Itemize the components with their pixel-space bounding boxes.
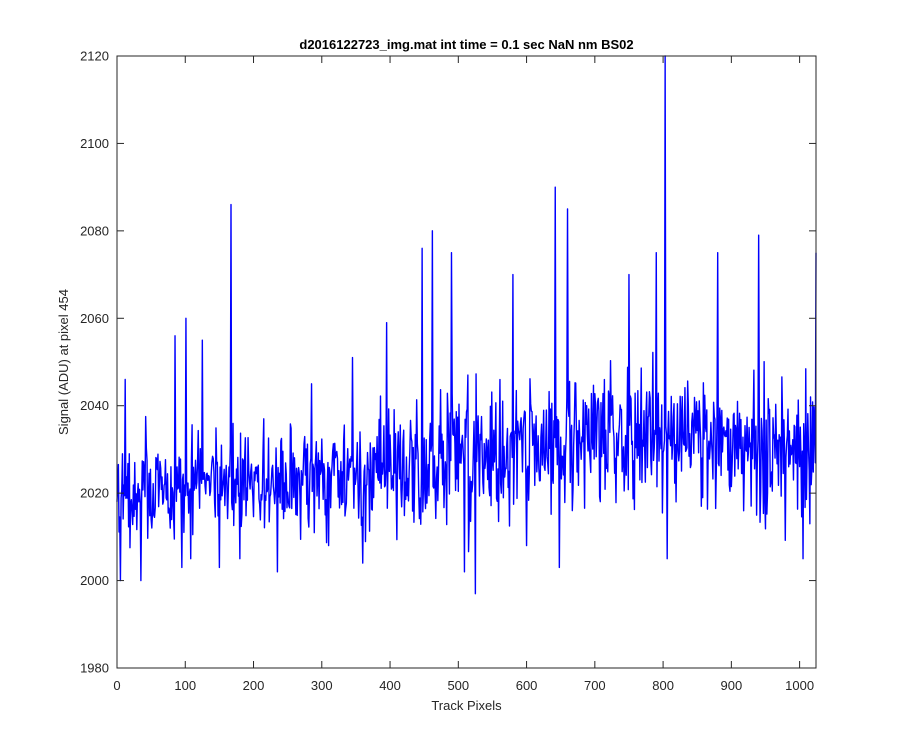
plot-frame — [116, 55, 817, 669]
y-tick-label: 2020 — [80, 486, 109, 501]
x-tick-label: 200 — [243, 678, 265, 693]
y-axis: 1980 2000 2020 2040 2060 2080 2100 2120 — [80, 49, 816, 676]
series-line — [116, 55, 817, 595]
x-tick-label: 700 — [584, 678, 606, 693]
y-tick-label: 2060 — [80, 311, 109, 326]
plot-area — [117, 56, 816, 668]
x-tick-label: 100 — [174, 678, 196, 693]
series-layer — [116, 55, 817, 595]
x-tick-label: 1000 — [785, 678, 814, 693]
y-tick-label: 2120 — [80, 49, 109, 64]
x-tick-label: 900 — [721, 678, 743, 693]
x-tick-label: 300 — [311, 678, 333, 693]
x-tick-label: 600 — [516, 678, 538, 693]
y-tick-label: 2000 — [80, 573, 109, 588]
y-tick-label: 2040 — [80, 398, 109, 413]
x-tick-label: 400 — [379, 678, 401, 693]
chart-title: d2016122723_img.mat int time = 0.1 sec N… — [299, 37, 633, 52]
x-axis-label: Track Pixels — [431, 698, 502, 713]
y-tick-label: 2100 — [80, 136, 109, 151]
x-axis: 0 100 200 300 400 500 600 700 800 900 1000 — [113, 56, 814, 693]
y-axis-label: Signal (ADU) at pixel 454 — [56, 289, 71, 435]
x-tick-label: 500 — [447, 678, 469, 693]
y-tick-label: 2080 — [80, 223, 109, 238]
x-tick-label: 0 — [113, 678, 120, 693]
x-tick-label: 800 — [652, 678, 674, 693]
y-tick-label: 1980 — [80, 661, 109, 676]
